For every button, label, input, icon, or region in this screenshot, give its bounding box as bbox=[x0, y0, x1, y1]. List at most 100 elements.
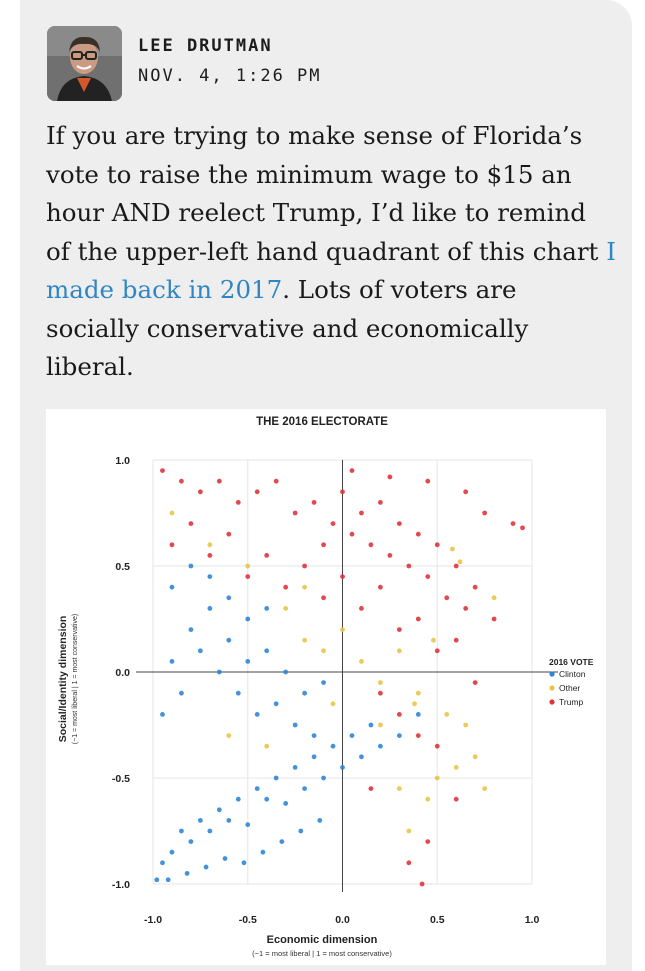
point-other bbox=[415, 690, 421, 696]
point-trump bbox=[160, 468, 165, 473]
point-trump bbox=[254, 489, 260, 495]
point-trump bbox=[197, 489, 203, 495]
point-clinton bbox=[245, 659, 251, 664]
point-trump bbox=[321, 542, 326, 548]
point-clinton bbox=[279, 839, 285, 844]
point-trump bbox=[368, 542, 374, 548]
point-other bbox=[472, 754, 478, 760]
point-trump bbox=[179, 478, 184, 484]
point-trump bbox=[349, 468, 355, 473]
point-trump bbox=[359, 606, 364, 611]
point-trump bbox=[188, 521, 194, 526]
point-clinton bbox=[264, 606, 270, 611]
point-clinton bbox=[283, 669, 289, 675]
point-trump bbox=[472, 680, 478, 685]
point-other bbox=[453, 765, 459, 770]
point-other bbox=[378, 722, 383, 728]
y-tick-label: -1.0 bbox=[112, 879, 130, 891]
avatar[interactable] bbox=[47, 26, 122, 101]
point-clinton bbox=[254, 712, 260, 717]
point-clinton bbox=[311, 754, 317, 760]
point-trump bbox=[349, 531, 355, 537]
point-trump bbox=[406, 860, 412, 866]
x-tick-label: -1.0 bbox=[144, 914, 162, 926]
point-trump bbox=[510, 521, 516, 526]
point-clinton bbox=[197, 648, 203, 654]
point-other bbox=[340, 627, 345, 632]
point-other bbox=[425, 796, 431, 802]
point-clinton bbox=[160, 860, 165, 866]
point-other bbox=[396, 648, 402, 654]
point-trump bbox=[415, 531, 421, 537]
point-clinton bbox=[264, 648, 270, 654]
point-clinton bbox=[207, 828, 213, 834]
point-clinton bbox=[317, 818, 323, 823]
point-trump bbox=[453, 637, 459, 643]
point-other bbox=[245, 563, 251, 569]
point-clinton bbox=[188, 563, 194, 569]
chart-image: THE 2016 ELECTORATE -1.0 -0.5 0.0 0.5 1.0 1.0… bbox=[46, 409, 606, 965]
point-trump bbox=[292, 510, 298, 516]
point-other bbox=[431, 637, 436, 643]
chart-legend: 2016 VOTE Clinton Other Trump bbox=[549, 657, 594, 707]
chart-title: THE 2016 ELECTORATE bbox=[256, 416, 388, 428]
point-trump bbox=[378, 690, 383, 696]
x-tick-label: 0.0 bbox=[335, 914, 350, 926]
point-other bbox=[302, 637, 307, 643]
point-clinton bbox=[169, 659, 175, 664]
point-trump bbox=[453, 563, 459, 569]
point-trump bbox=[434, 743, 440, 749]
point-trump bbox=[520, 525, 525, 531]
point-clinton bbox=[169, 849, 175, 855]
point-clinton bbox=[226, 637, 232, 643]
legend-label-clinton: Clinton bbox=[559, 669, 586, 679]
point-trump bbox=[359, 510, 364, 516]
scatter-chart: THE 2016 ELECTORATE -1.0 -0.5 0.0 0.5 1.0 1.0… bbox=[46, 409, 606, 965]
point-trump bbox=[169, 542, 175, 548]
author-name[interactable]: LEE DRUTMAN bbox=[138, 36, 273, 56]
legend-swatch-clinton bbox=[549, 671, 555, 677]
point-clinton bbox=[160, 712, 165, 717]
point-trump bbox=[330, 521, 336, 526]
point-trump bbox=[340, 574, 345, 579]
point-clinton bbox=[207, 574, 213, 579]
point-other bbox=[450, 546, 455, 552]
point-trump bbox=[283, 584, 289, 590]
point-other bbox=[482, 786, 488, 791]
point-other bbox=[457, 559, 463, 565]
x-axis-label: Economic dimension bbox=[267, 934, 378, 946]
chart-ticks: -1.0 -0.5 0.0 0.5 1.0 1.0 0.5 0.0 -0.5 -1.0 bbox=[112, 455, 540, 926]
point-other bbox=[264, 743, 270, 749]
point-trump bbox=[396, 521, 402, 526]
point-clinton bbox=[245, 616, 251, 622]
point-clinton bbox=[349, 733, 355, 738]
point-clinton bbox=[226, 595, 232, 601]
point-clinton bbox=[311, 733, 317, 738]
point-trump bbox=[245, 574, 251, 579]
point-clinton bbox=[292, 722, 298, 728]
point-clinton bbox=[302, 786, 307, 791]
post-link[interactable]: I made back in 2017 bbox=[46, 236, 616, 305]
point-clinton bbox=[359, 754, 364, 760]
point-clinton bbox=[415, 712, 421, 717]
post-text-before: If you are trying to make sense of Flori… bbox=[46, 121, 607, 266]
point-clinton bbox=[260, 849, 266, 855]
point-other bbox=[406, 828, 412, 834]
point-trump bbox=[453, 796, 459, 802]
point-trump bbox=[434, 648, 440, 654]
point-trump bbox=[378, 500, 383, 505]
point-other bbox=[226, 733, 232, 738]
point-clinton bbox=[197, 818, 203, 823]
point-clinton bbox=[203, 864, 209, 870]
point-trump bbox=[387, 474, 393, 480]
y-tick-label: 0.5 bbox=[115, 561, 130, 573]
chart-points bbox=[154, 468, 525, 887]
point-clinton bbox=[188, 627, 194, 632]
point-trump bbox=[406, 563, 412, 569]
point-clinton bbox=[368, 722, 374, 728]
point-trump bbox=[463, 489, 469, 495]
point-trump bbox=[226, 531, 232, 537]
y-tick-label: 1.0 bbox=[115, 455, 130, 467]
legend-label-trump: Trump bbox=[559, 697, 584, 707]
point-trump bbox=[415, 616, 421, 622]
